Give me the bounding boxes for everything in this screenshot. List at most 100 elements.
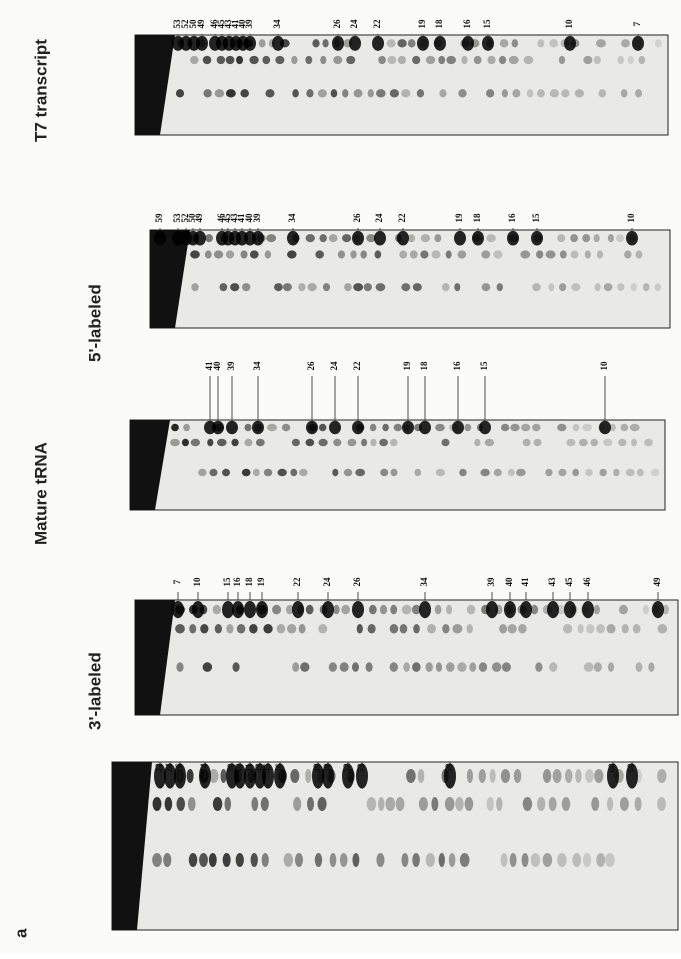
- band: [251, 797, 259, 811]
- band: [360, 250, 367, 259]
- band: [564, 600, 576, 619]
- position-label: 16: [232, 577, 242, 587]
- band: [244, 423, 252, 432]
- band: [375, 283, 386, 292]
- band: [260, 797, 269, 811]
- band: [591, 797, 600, 811]
- band: [557, 853, 567, 867]
- position-label: 43: [547, 577, 557, 587]
- band: [374, 230, 386, 246]
- band: [594, 283, 601, 292]
- band: [277, 468, 287, 477]
- band: [192, 600, 204, 619]
- gel: [111, 761, 679, 931]
- band: [196, 35, 208, 51]
- lane-number: 6: [116, 771, 126, 776]
- band: [466, 604, 476, 615]
- position-label: 53: [172, 19, 182, 29]
- band: [214, 89, 225, 98]
- band: [648, 662, 655, 672]
- band: [213, 250, 224, 259]
- band: [244, 600, 256, 619]
- lane-number: 5: [116, 799, 126, 804]
- band: [389, 623, 399, 634]
- band: [425, 853, 435, 867]
- band: [240, 250, 248, 259]
- position-label: 10: [564, 19, 574, 29]
- band: [418, 797, 428, 811]
- band: [317, 797, 327, 811]
- position-label: 52: [342, 763, 352, 773]
- band: [390, 604, 398, 615]
- gel-smear: [135, 35, 175, 135]
- band: [190, 250, 200, 259]
- band: [214, 623, 222, 634]
- band: [225, 55, 235, 65]
- band: [240, 89, 249, 98]
- band: [414, 468, 422, 477]
- band: [496, 283, 504, 292]
- band: [482, 35, 494, 51]
- band: [263, 468, 273, 477]
- position-label: 26: [306, 361, 316, 371]
- band: [508, 55, 519, 65]
- band: [333, 604, 340, 615]
- band: [412, 55, 421, 65]
- band: [571, 283, 581, 292]
- position-label: 10: [192, 577, 202, 587]
- band: [190, 55, 199, 65]
- band: [582, 423, 592, 432]
- band: [537, 797, 546, 811]
- band: [575, 769, 582, 783]
- band: [416, 89, 425, 98]
- position-label: 39: [226, 361, 236, 371]
- position-label: 34: [272, 19, 282, 29]
- band: [299, 468, 308, 477]
- band: [236, 623, 246, 634]
- band: [399, 250, 408, 259]
- band: [390, 468, 398, 477]
- band: [549, 89, 560, 98]
- band: [267, 423, 277, 432]
- position-label: 69: [626, 763, 636, 773]
- band: [363, 283, 372, 292]
- band: [386, 39, 396, 48]
- band: [244, 35, 256, 51]
- band: [615, 234, 624, 243]
- band: [593, 604, 600, 615]
- band: [412, 853, 420, 867]
- band: [230, 283, 240, 292]
- position-label: 39: [244, 19, 254, 29]
- band: [593, 55, 601, 65]
- band: [464, 797, 474, 811]
- band: [595, 39, 606, 48]
- band: [481, 283, 491, 292]
- band: [642, 283, 650, 292]
- band: [175, 89, 185, 98]
- band: [455, 797, 464, 811]
- band: [572, 468, 580, 477]
- band: [582, 853, 592, 867]
- position-label: 59: [154, 213, 164, 223]
- band: [226, 420, 238, 435]
- band: [466, 769, 474, 783]
- band: [171, 423, 179, 432]
- lane-number: 3: [134, 470, 144, 475]
- lane-number: 2: [139, 684, 149, 689]
- band: [461, 55, 468, 65]
- position-label: 53: [172, 213, 182, 223]
- band: [474, 438, 481, 447]
- band: [235, 853, 244, 867]
- band: [556, 604, 566, 615]
- band: [459, 853, 470, 867]
- band: [564, 35, 576, 51]
- band: [286, 623, 297, 634]
- band: [657, 623, 668, 634]
- band: [459, 468, 467, 477]
- band: [636, 468, 644, 477]
- band: [441, 438, 450, 447]
- band: [261, 853, 269, 867]
- lane-number: 2: [116, 884, 126, 889]
- band: [305, 55, 313, 65]
- band: [390, 438, 398, 447]
